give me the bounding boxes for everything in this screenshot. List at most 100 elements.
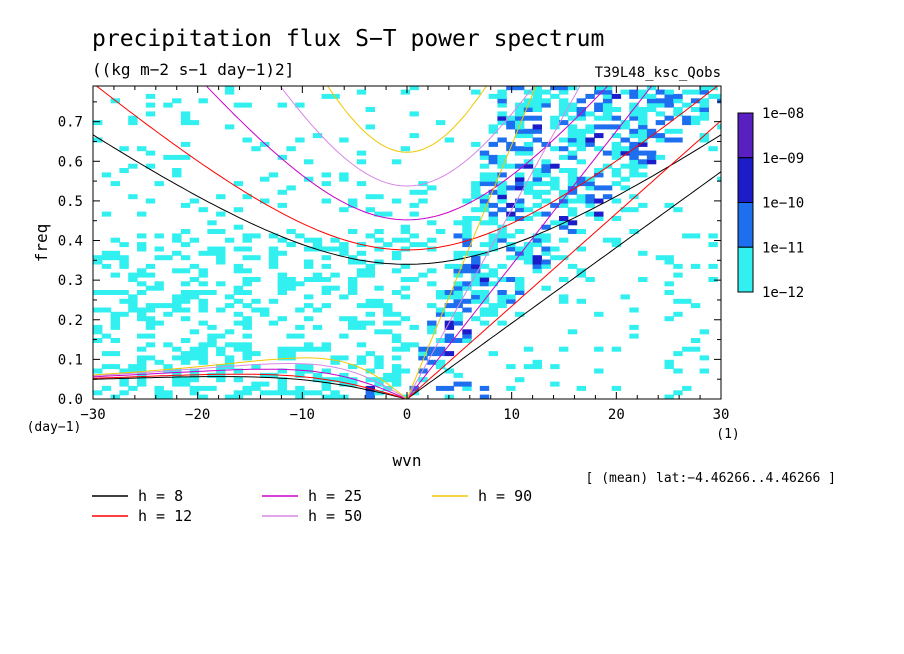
power-cell [541, 189, 551, 195]
power-cell [348, 277, 358, 282]
power-cell [268, 233, 279, 239]
power-cell [479, 163, 490, 169]
power-cell [559, 255, 569, 261]
power-cell [559, 298, 569, 304]
power-cell [471, 294, 481, 300]
power-cell [242, 255, 252, 261]
power-cell [611, 168, 622, 173]
power-cell [321, 385, 331, 391]
power-cell [233, 102, 244, 108]
power-cell [154, 390, 164, 396]
power-cell [655, 133, 666, 139]
power-cell [453, 294, 463, 300]
power-cell [435, 294, 446, 300]
power-cell [400, 342, 411, 348]
power-cell [233, 181, 244, 187]
power-cell [515, 120, 525, 126]
power-cell [611, 146, 622, 152]
power-cell [523, 246, 534, 252]
power-cell [277, 277, 287, 282]
power-cell [611, 141, 622, 147]
power-cell [655, 154, 666, 160]
power-cell [216, 372, 226, 378]
power-cell [471, 277, 481, 282]
power-cell [119, 146, 129, 152]
power-cell [567, 207, 578, 213]
power-cell [471, 268, 481, 274]
colorbar-label: 1e−12 [762, 285, 804, 301]
power-cell [611, 115, 622, 121]
power-cell [506, 364, 516, 370]
power-cell [550, 202, 560, 208]
power-cell [110, 351, 120, 357]
power-cell [532, 211, 542, 217]
power-cell [462, 281, 472, 287]
power-cell [180, 202, 191, 208]
power-cell [479, 263, 490, 269]
power-cell [523, 128, 534, 134]
power-cell [242, 385, 252, 391]
curve-h8-kelvin [406, 171, 721, 399]
power-cell [198, 298, 208, 304]
power-cell [233, 263, 244, 269]
power-cell [506, 255, 516, 261]
power-cell [145, 320, 156, 326]
power-cell [488, 307, 498, 313]
power-cell [356, 320, 367, 326]
power-cell [163, 390, 173, 396]
power-cell [532, 107, 542, 112]
power-cell [506, 141, 516, 147]
power-cell [471, 290, 481, 295]
power-cell [409, 242, 419, 248]
power-cell [277, 368, 287, 374]
power-cell [295, 333, 305, 339]
power-cell [374, 364, 384, 370]
power-cell [321, 263, 331, 269]
power-cell [277, 272, 287, 278]
power-cell [224, 359, 235, 365]
power-cell [304, 342, 314, 348]
power-cell [180, 268, 191, 274]
power-cell [594, 211, 604, 217]
power-cell [154, 320, 164, 326]
power-cell [576, 115, 586, 121]
power-cell [172, 250, 182, 256]
power-cell [576, 198, 586, 204]
power-cell [532, 168, 542, 173]
power-cell [717, 98, 721, 104]
power-cell [435, 385, 446, 391]
power-cell [638, 163, 648, 169]
power-cell [488, 268, 498, 274]
power-cell [277, 377, 287, 383]
power-cell [682, 233, 692, 239]
power-cell [172, 294, 182, 300]
power-cell [224, 294, 235, 300]
power-cell [321, 277, 331, 282]
power-cell [189, 346, 200, 352]
power-cell [330, 285, 340, 291]
power-cell [128, 298, 138, 304]
power-cell [462, 242, 472, 248]
power-cell [295, 307, 305, 313]
power-cell [330, 246, 340, 252]
power-cell [479, 242, 490, 248]
power-cell [567, 102, 578, 108]
power-cell [260, 176, 270, 182]
power-cell [541, 163, 551, 169]
power-cell [576, 128, 586, 134]
power-cell [638, 150, 648, 156]
power-cell [180, 307, 191, 313]
power-cell [119, 298, 129, 304]
power-cell [128, 163, 138, 169]
power-cell [427, 346, 437, 352]
power-cell [339, 176, 349, 182]
power-cell [444, 385, 455, 391]
power-cell [453, 268, 463, 274]
power-cell [233, 285, 244, 291]
power-cell [224, 237, 235, 243]
power-cell [515, 102, 525, 108]
power-cell [391, 377, 402, 383]
power-cell [216, 281, 226, 287]
power-cell [242, 246, 252, 252]
power-cell [260, 141, 270, 147]
